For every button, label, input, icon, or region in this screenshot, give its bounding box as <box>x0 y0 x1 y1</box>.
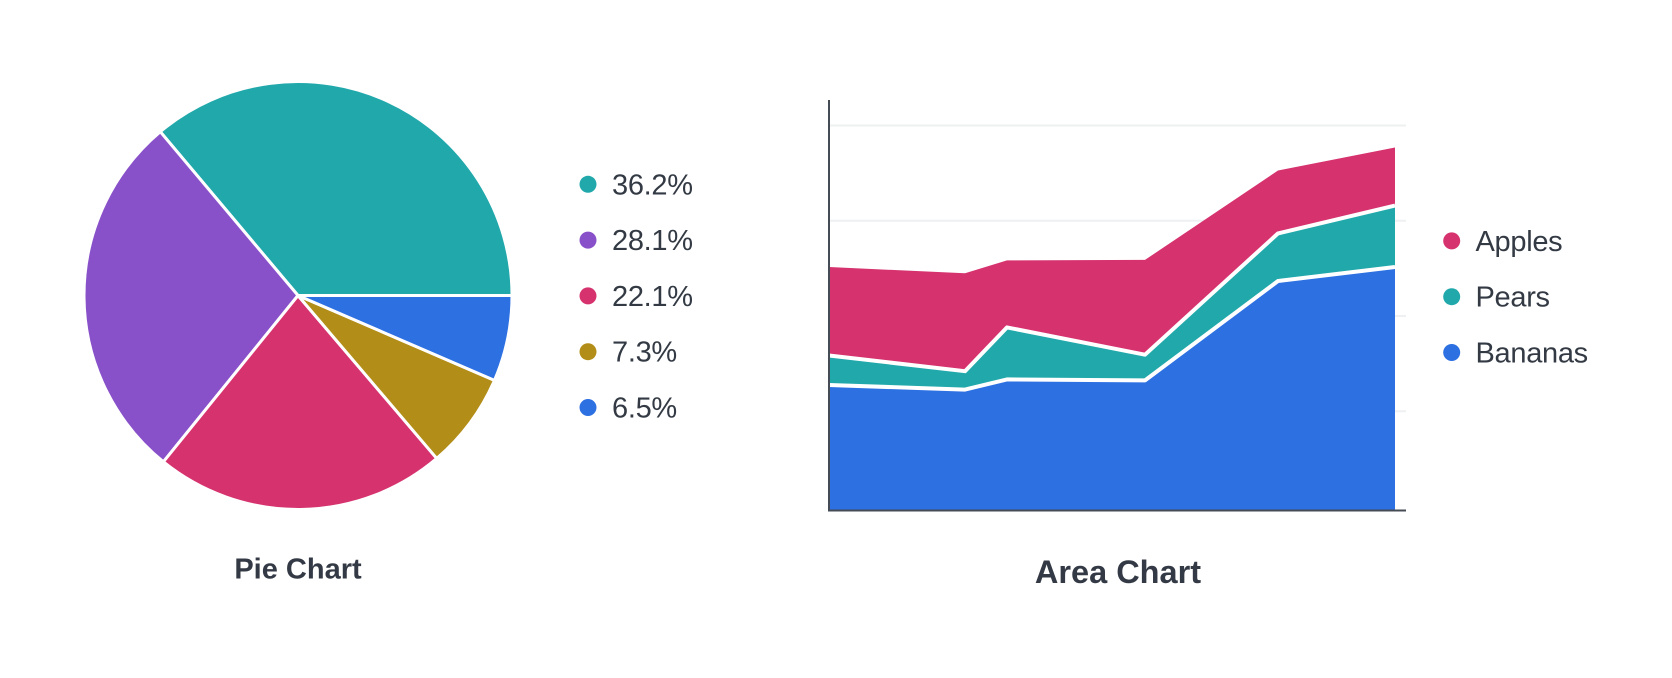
svg-text:Bananas: Bananas <box>1476 338 1588 370</box>
svg-text:7.3%: 7.3% <box>612 337 677 369</box>
svg-text:Area Chart: Area Chart <box>1035 554 1201 590</box>
svg-text:22.1%: 22.1% <box>612 281 693 313</box>
svg-text:Pears: Pears <box>1476 282 1550 314</box>
svg-text:36.2%: 36.2% <box>612 169 693 201</box>
svg-text:Pie Chart: Pie Chart <box>234 554 362 586</box>
svg-text:6.5%: 6.5% <box>612 393 677 425</box>
svg-text:Apples: Apples <box>1476 226 1563 258</box>
svg-text:28.1%: 28.1% <box>612 225 693 257</box>
